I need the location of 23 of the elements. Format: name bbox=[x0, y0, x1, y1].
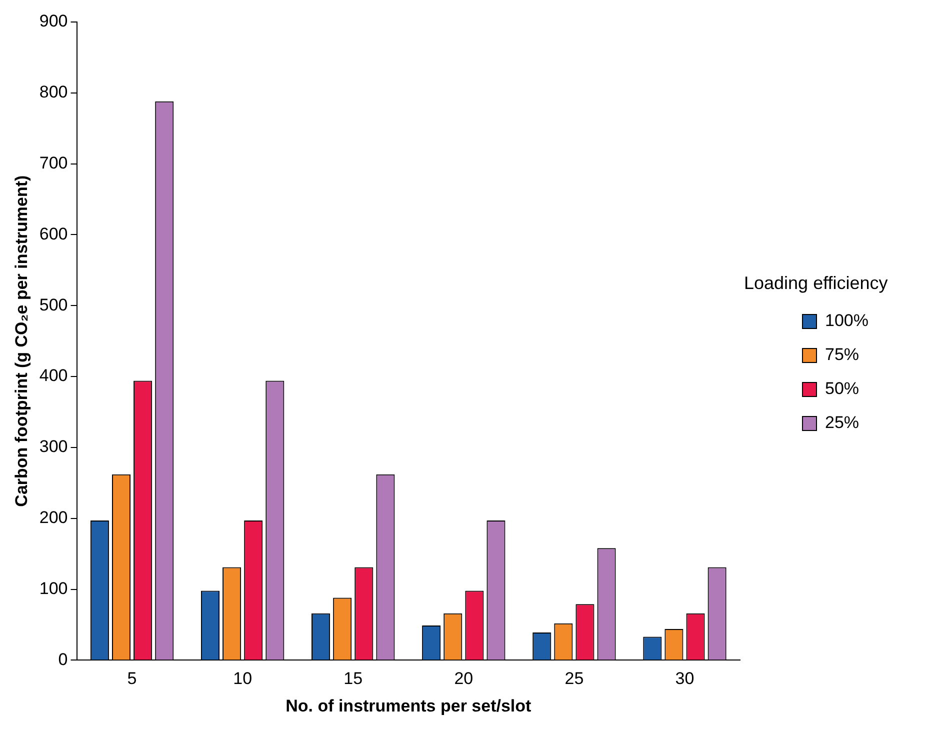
y-tick-label: 800 bbox=[39, 82, 68, 102]
y-tick-label: 700 bbox=[39, 154, 68, 173]
y-tick-label: 300 bbox=[39, 437, 68, 456]
legend-title: Loading efficiency bbox=[744, 273, 889, 294]
y-tick-label: 0 bbox=[58, 650, 68, 669]
x-tick-label: 10 bbox=[233, 669, 252, 688]
x-axis-title: No. of instruments per set/slot bbox=[286, 696, 532, 716]
y-tick-label: 400 bbox=[39, 366, 68, 386]
x-tick-label: 20 bbox=[454, 669, 474, 688]
y-tick-label: 900 bbox=[39, 12, 68, 31]
y-tick-label: 600 bbox=[39, 224, 68, 244]
y-tick-label: 200 bbox=[39, 508, 68, 528]
legend-label: 100% bbox=[825, 311, 868, 331]
y-tick-label: 500 bbox=[39, 295, 68, 314]
y-tick-label: 100 bbox=[39, 578, 68, 598]
x-tick-label: 30 bbox=[675, 669, 694, 688]
legend-label: 25% bbox=[825, 413, 860, 433]
y-axis-title: Carbon footprint (g CO₂e per instrument) bbox=[12, 175, 31, 507]
legend-label: 50% bbox=[825, 379, 860, 399]
legend-label: 75% bbox=[825, 345, 860, 365]
x-tick-label: 25 bbox=[564, 669, 584, 688]
x-tick-label: 15 bbox=[344, 669, 363, 688]
x-tick-label: 5 bbox=[127, 669, 137, 688]
